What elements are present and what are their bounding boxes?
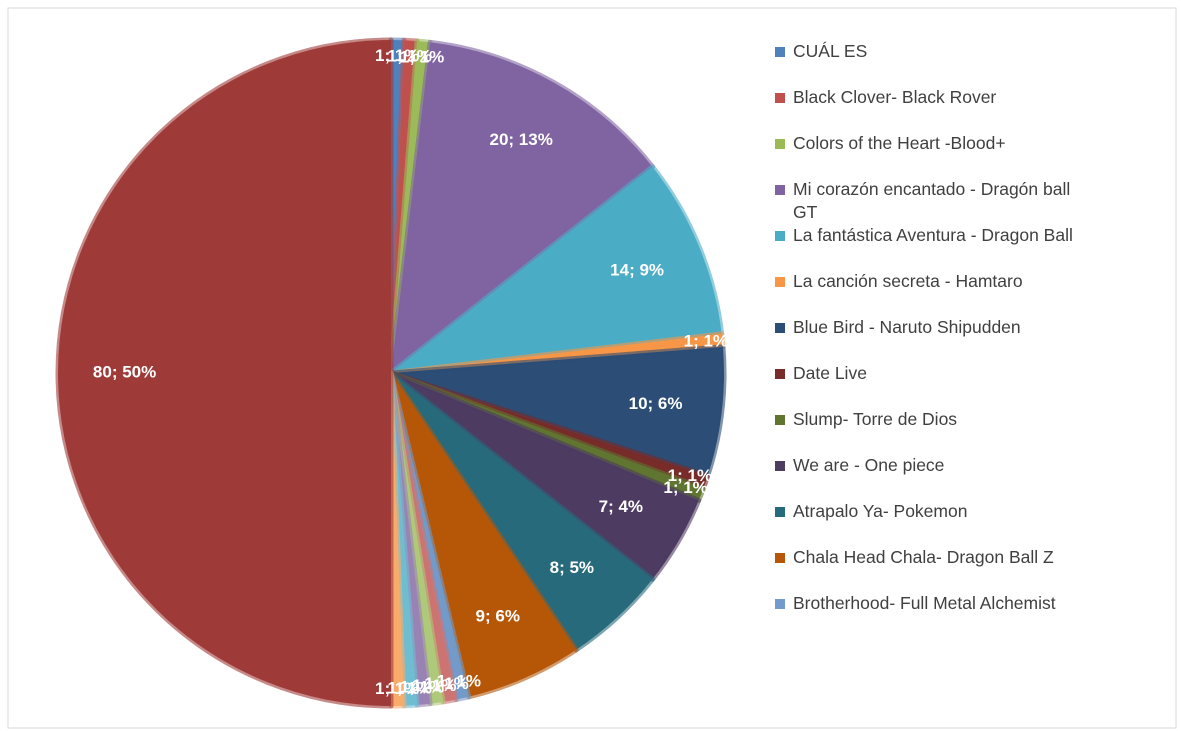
- data-label: 1; 1%: [375, 46, 419, 65]
- data-label: 1; 1%: [437, 671, 481, 690]
- data-label: 80; 50%: [93, 362, 156, 381]
- legend-entry: CUÁL ES: [775, 40, 1095, 86]
- legend-swatch: [775, 599, 785, 609]
- legend-label: La fantástica Aventura - Dragon Ball: [793, 225, 1073, 245]
- legend-entry: Slump- Torre de Dios: [775, 408, 1095, 454]
- legend-swatch: [775, 277, 785, 287]
- legend-label: Slump- Torre de Dios: [793, 409, 958, 429]
- legend-entry: Chala Head Chala- Dragon Ball Z: [775, 546, 1095, 592]
- legend-entry: Black Clover- Black Rover: [775, 86, 1095, 132]
- data-label: 1; 1%: [424, 674, 468, 693]
- legend-swatch: [775, 185, 785, 195]
- legend-swatch: [775, 507, 785, 517]
- legend-swatch: [775, 231, 785, 241]
- legend-entry: Date Live: [775, 362, 1095, 408]
- data-label: 7; 4%: [599, 497, 643, 516]
- data-label: 1; 1%: [387, 47, 431, 66]
- legend-swatch: [775, 93, 785, 103]
- data-label: 1; 1%: [668, 466, 712, 485]
- data-label: 1; 1%: [684, 331, 728, 350]
- legend-label: Mi corazón encantado - Dragón ball GT: [793, 179, 1071, 222]
- legend-label: La canción secreta - Hamtaro: [793, 271, 1023, 291]
- data-label: 10; 6%: [629, 394, 683, 413]
- data-label: 1; 1%: [400, 48, 444, 67]
- data-label: 1; 1%: [400, 677, 444, 696]
- data-label: 1; 1%: [663, 478, 707, 497]
- legend-swatch: [775, 369, 785, 379]
- legend-swatch: [775, 323, 785, 333]
- legend-label: Blue Bird - Naruto Shipudden: [793, 317, 1021, 337]
- legend-entry: We are - One piece: [775, 454, 1095, 500]
- legend-swatch: [775, 461, 785, 471]
- data-label: 9; 6%: [476, 607, 520, 626]
- chart-border: [7, 7, 1177, 729]
- legend-swatch: [775, 47, 785, 57]
- data-label: 14; 9%: [610, 261, 664, 280]
- legend-entry: Blue Bird - Naruto Shipudden: [775, 316, 1095, 362]
- legend-swatch: [775, 415, 785, 425]
- legend-label: Chala Head Chala- Dragon Ball Z: [793, 547, 1054, 567]
- pie-slice: [388, 164, 725, 376]
- legend-label: Brotherhood- Full Metal Alchemist: [793, 593, 1056, 613]
- legend-entry: La canción secreta - Hamtaro: [775, 270, 1095, 316]
- legend-entry: La fantástica Aventura - Dragon Ball: [775, 224, 1095, 270]
- data-label: 8; 5%: [550, 558, 594, 577]
- legend-swatch: [775, 139, 785, 149]
- data-label: 1; 1%: [375, 679, 419, 698]
- pie-slice: [388, 344, 727, 479]
- legend-swatch: [775, 553, 785, 563]
- legend-label: Colors of the Heart -Blood+: [793, 133, 1006, 153]
- legend-label: Black Clover- Black Rover: [793, 87, 997, 107]
- data-label: 20; 13%: [490, 130, 553, 149]
- legend-entry: Mi corazón encantado - Dragón ball GT: [775, 178, 1095, 224]
- data-label: 1; 1%: [387, 678, 431, 697]
- pie-slice: [388, 39, 656, 376]
- legend-entry: Brotherhood- Full Metal Alchemist: [775, 592, 1095, 638]
- legend-label: CUÁL ES: [793, 41, 868, 61]
- legend-entry: Atrapalo Ya- Pokemon: [775, 500, 1095, 546]
- legend-label: We are - One piece: [793, 455, 945, 475]
- pie-slice: [55, 37, 394, 709]
- legend-label: Date Live: [793, 363, 867, 383]
- legend-label: Atrapalo Ya- Pokemon: [793, 501, 968, 521]
- legend-entry: Colors of the Heart -Blood+: [775, 132, 1095, 178]
- legend: CUÁL ES Black Clover- Black Rover Colors o…: [775, 40, 1095, 638]
- data-label: 1; 1%: [412, 676, 456, 695]
